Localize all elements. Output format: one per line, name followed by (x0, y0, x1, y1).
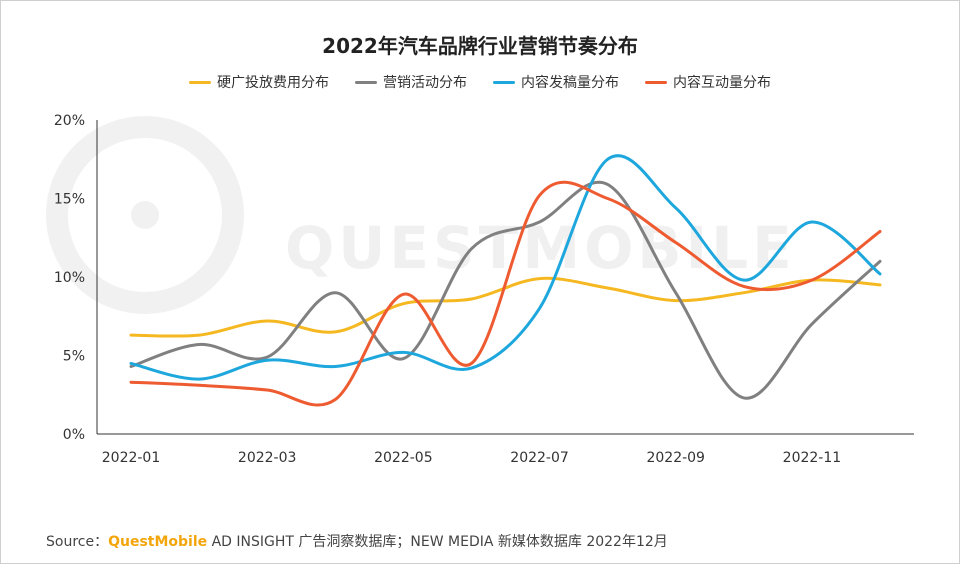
source-note: Source：QuestMobile AD INSIGHT 广告洞察数据库；NE… (46, 531, 668, 551)
watermark-ring (46, 116, 244, 314)
legend-label: 内容互动量分布 (673, 75, 771, 91)
legend-swatch (645, 80, 667, 84)
x-tick-label: 2022-05 (374, 450, 433, 466)
x-tick-label: 2022-03 (238, 450, 297, 466)
legend-label: 内容发稿量分布 (521, 75, 619, 91)
y-tick-label: 10% (54, 270, 85, 286)
series-line-content-interactions (129, 180, 882, 407)
y-tick-label: 15% (54, 192, 85, 208)
y-tick-label: 20% (54, 113, 85, 129)
legend-item-campaigns: 营销活动分布 (355, 72, 467, 92)
tick-labels: 0% 5% 10% 15% 20% 2022-01 2022-03 2022-05 2022-0… (54, 113, 841, 466)
watermark-text: QUESTMOBILE (285, 214, 796, 282)
legend-swatch (189, 80, 211, 84)
chart-title: 2022年汽车品牌行业营销节奏分布 (322, 34, 638, 58)
x-tick-label: 2022-01 (102, 450, 161, 466)
chart-legend: 硬广投放费用分布 营销活动分布 内容发稿量分布 内容互动量分布 (0, 72, 960, 92)
series-line-campaigns (129, 180, 882, 400)
legend-swatch (493, 80, 515, 84)
source-brand: QuestMobile (108, 534, 208, 550)
legend-item-content-posts: 内容发稿量分布 (493, 72, 619, 92)
watermark: QUESTMOBILE (46, 116, 796, 314)
series-lines (129, 154, 882, 407)
legend-item-ad-spend: 硬广投放费用分布 (189, 72, 329, 92)
x-tick-label: 2022-11 (783, 450, 842, 466)
series-line-content-posts (129, 154, 882, 381)
legend-label: 硬广投放费用分布 (217, 75, 329, 91)
legend-swatch (355, 80, 377, 84)
legend-label: 营销活动分布 (383, 75, 467, 91)
source-prefix: Source： (46, 534, 109, 550)
watermark-dot (131, 201, 159, 229)
x-tick-label: 2022-09 (646, 450, 705, 466)
source-rest: AD INSIGHT 广告洞察数据库；NEW MEDIA 新媒体数据库 2022… (207, 534, 668, 550)
x-tick-label: 2022-07 (510, 450, 569, 466)
y-tick-label: 5% (63, 349, 85, 365)
axes (96, 120, 914, 435)
y-tick-label: 0% (63, 427, 85, 443)
legend-item-content-interactions: 内容互动量分布 (645, 72, 771, 92)
